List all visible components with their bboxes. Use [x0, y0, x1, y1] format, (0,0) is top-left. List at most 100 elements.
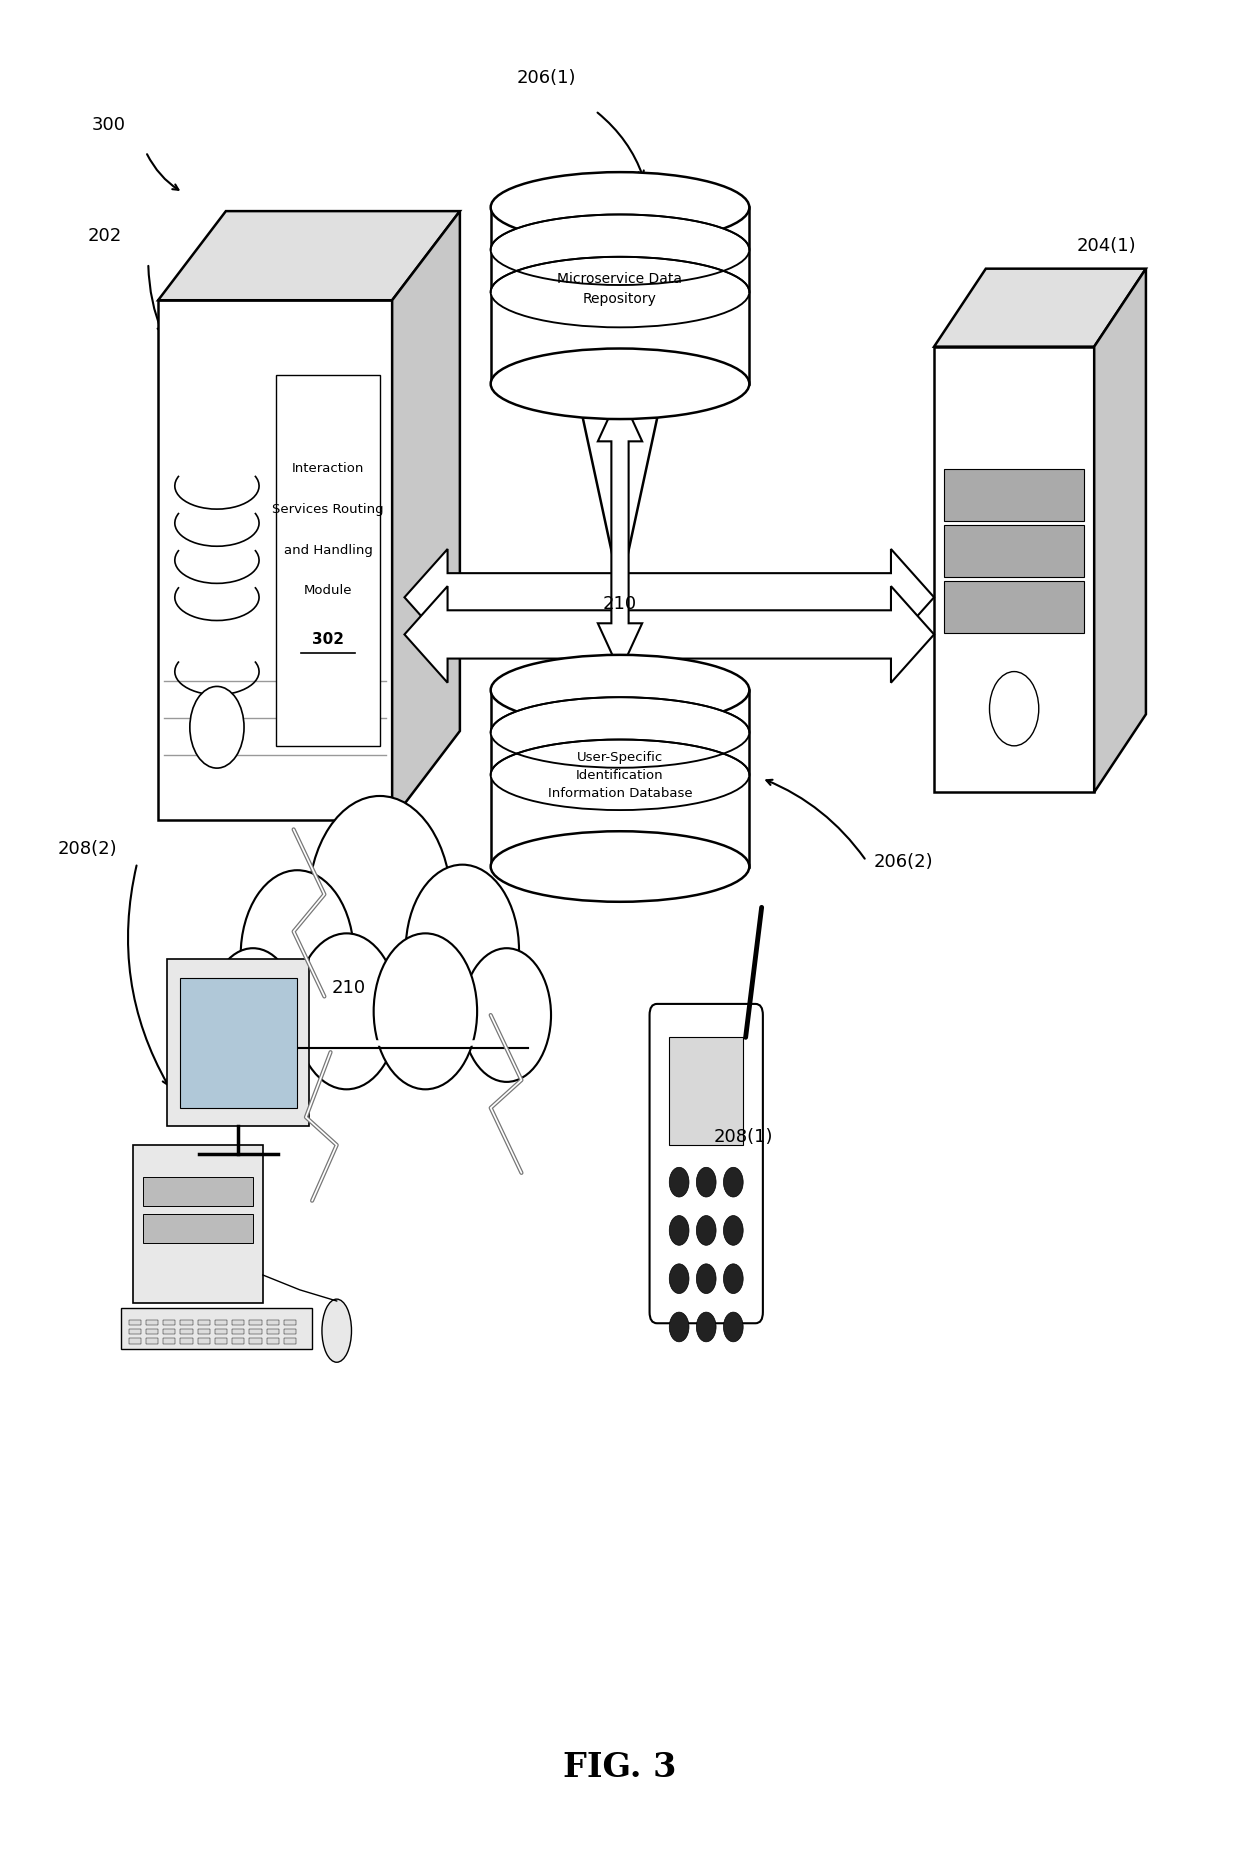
- Text: Microservice Data
Repository: Microservice Data Repository: [558, 272, 682, 306]
- Polygon shape: [197, 1338, 210, 1344]
- Polygon shape: [180, 1320, 192, 1325]
- Text: and Handling: and Handling: [284, 542, 372, 555]
- Polygon shape: [180, 1338, 192, 1344]
- Text: 206(1): 206(1): [516, 69, 575, 88]
- Polygon shape: [129, 1329, 141, 1335]
- Ellipse shape: [491, 216, 749, 285]
- Circle shape: [190, 688, 244, 768]
- Polygon shape: [944, 526, 1084, 578]
- Polygon shape: [162, 1320, 175, 1325]
- Polygon shape: [934, 347, 1094, 792]
- Circle shape: [697, 1215, 715, 1245]
- Polygon shape: [146, 1338, 159, 1344]
- Ellipse shape: [491, 257, 749, 328]
- Circle shape: [373, 934, 477, 1090]
- Text: User-Specific
Identification
Information Database: User-Specific Identification Information…: [548, 751, 692, 800]
- Polygon shape: [215, 1329, 227, 1335]
- Ellipse shape: [322, 1299, 351, 1363]
- Polygon shape: [162, 1329, 175, 1335]
- Text: 204(1): 204(1): [1076, 237, 1136, 254]
- Polygon shape: [284, 1320, 296, 1325]
- Polygon shape: [267, 1329, 279, 1335]
- Ellipse shape: [491, 349, 749, 419]
- Circle shape: [697, 1312, 715, 1342]
- Ellipse shape: [491, 173, 749, 244]
- Text: Module: Module: [304, 583, 352, 596]
- Polygon shape: [670, 1038, 743, 1144]
- Polygon shape: [146, 1329, 159, 1335]
- Circle shape: [697, 1167, 715, 1197]
- Text: 210: 210: [332, 979, 366, 997]
- Polygon shape: [232, 1329, 244, 1335]
- Polygon shape: [249, 1320, 262, 1325]
- Text: 206(2): 206(2): [873, 852, 932, 870]
- Text: FIG. 3: FIG. 3: [563, 1750, 677, 1784]
- Circle shape: [295, 934, 398, 1090]
- Polygon shape: [180, 979, 296, 1109]
- Polygon shape: [232, 1320, 244, 1325]
- FancyBboxPatch shape: [650, 1005, 763, 1323]
- Text: Services Routing: Services Routing: [273, 503, 384, 516]
- Text: 210: 210: [603, 595, 637, 613]
- Polygon shape: [275, 375, 381, 746]
- Polygon shape: [180, 1329, 192, 1335]
- Polygon shape: [134, 1144, 263, 1303]
- Circle shape: [405, 865, 520, 1036]
- Polygon shape: [284, 1329, 296, 1335]
- Polygon shape: [122, 1309, 312, 1350]
- Circle shape: [723, 1167, 743, 1197]
- Polygon shape: [944, 470, 1084, 522]
- Polygon shape: [146, 1320, 159, 1325]
- Circle shape: [463, 949, 551, 1083]
- Circle shape: [723, 1264, 743, 1294]
- Text: 300: 300: [92, 116, 125, 134]
- Polygon shape: [197, 1329, 210, 1335]
- Polygon shape: [129, 1338, 141, 1344]
- Polygon shape: [267, 1320, 279, 1325]
- Text: 208(1): 208(1): [713, 1128, 773, 1144]
- Polygon shape: [284, 1338, 296, 1344]
- Polygon shape: [215, 1320, 227, 1325]
- Circle shape: [670, 1264, 689, 1294]
- Circle shape: [990, 673, 1039, 746]
- Ellipse shape: [491, 831, 749, 902]
- Polygon shape: [1094, 270, 1146, 792]
- Polygon shape: [144, 1176, 253, 1206]
- Ellipse shape: [491, 697, 749, 768]
- Polygon shape: [392, 212, 460, 820]
- Polygon shape: [144, 1213, 253, 1243]
- Polygon shape: [491, 209, 749, 384]
- Polygon shape: [197, 1320, 210, 1325]
- Text: 202: 202: [88, 227, 123, 246]
- Ellipse shape: [491, 740, 749, 811]
- Polygon shape: [249, 1329, 262, 1335]
- Polygon shape: [934, 270, 1146, 347]
- Polygon shape: [491, 692, 749, 867]
- Circle shape: [208, 949, 298, 1083]
- Circle shape: [723, 1312, 743, 1342]
- Polygon shape: [404, 587, 934, 684]
- Text: 302: 302: [312, 632, 343, 647]
- Text: Interaction: Interaction: [291, 462, 365, 475]
- Circle shape: [697, 1264, 715, 1294]
- Polygon shape: [159, 212, 460, 302]
- Polygon shape: [249, 1338, 262, 1344]
- Polygon shape: [267, 1338, 279, 1344]
- Circle shape: [670, 1215, 689, 1245]
- Circle shape: [241, 870, 353, 1042]
- Text: 208(2): 208(2): [58, 839, 118, 857]
- Polygon shape: [167, 960, 309, 1128]
- Ellipse shape: [491, 656, 749, 725]
- Circle shape: [309, 796, 451, 1012]
- Polygon shape: [404, 550, 934, 647]
- Polygon shape: [162, 1338, 175, 1344]
- Polygon shape: [944, 582, 1084, 634]
- Circle shape: [670, 1312, 689, 1342]
- Polygon shape: [159, 302, 392, 820]
- Polygon shape: [129, 1320, 141, 1325]
- Polygon shape: [598, 393, 642, 673]
- Polygon shape: [232, 1338, 244, 1344]
- Circle shape: [670, 1167, 689, 1197]
- Circle shape: [723, 1215, 743, 1245]
- Polygon shape: [215, 1338, 227, 1344]
